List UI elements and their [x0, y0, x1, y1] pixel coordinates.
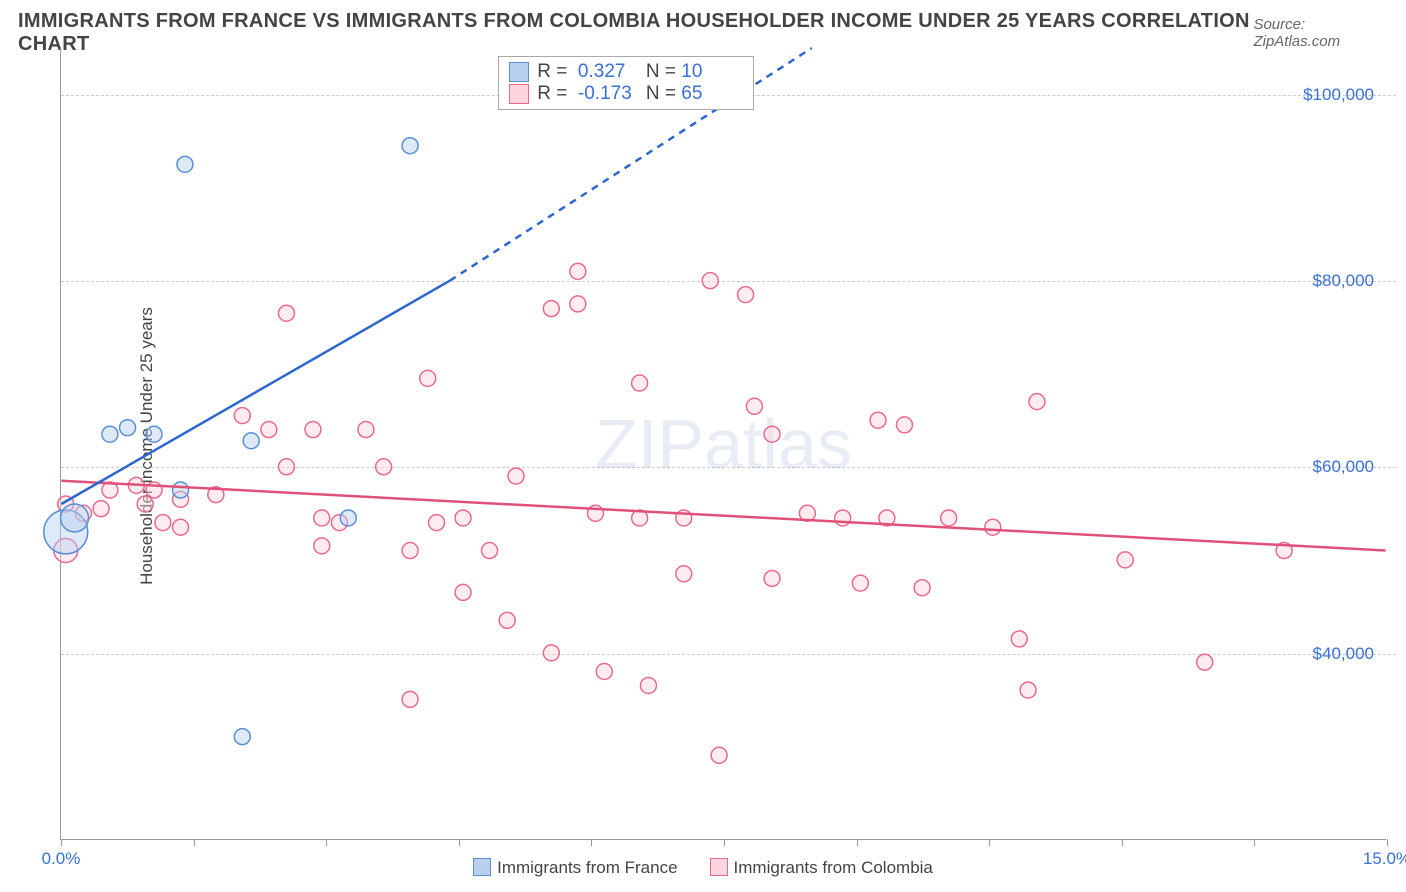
data-point	[738, 287, 754, 303]
trend-line	[61, 281, 449, 504]
data-point	[1197, 654, 1213, 670]
data-point	[340, 510, 356, 526]
data-point	[420, 370, 436, 386]
data-point	[93, 501, 109, 517]
data-point	[499, 612, 515, 628]
data-point	[120, 420, 136, 436]
data-point	[402, 543, 418, 559]
data-point	[508, 468, 524, 484]
legend-item: Immigrants from France	[473, 858, 677, 878]
x-tick	[724, 839, 725, 846]
data-point	[376, 459, 392, 475]
data-point	[640, 677, 656, 693]
x-tick	[591, 839, 592, 846]
data-point	[455, 584, 471, 600]
data-point	[914, 580, 930, 596]
correlation-legend: R = 0.327 N = 10 R = -0.173 N = 65	[498, 56, 754, 110]
data-point	[941, 510, 957, 526]
x-tick	[989, 839, 990, 846]
x-tick	[1122, 839, 1123, 846]
chart-plot-area: $40,000$60,000$80,000$100,000 ZIPatlas R…	[60, 48, 1386, 840]
legend: Immigrants from France Immigrants from Co…	[0, 858, 1406, 878]
trend-line	[61, 481, 1385, 551]
data-point	[632, 375, 648, 391]
data-point	[1020, 682, 1036, 698]
data-point	[596, 664, 612, 680]
data-point	[676, 566, 692, 582]
data-point	[570, 263, 586, 279]
x-tick	[326, 839, 327, 846]
data-point	[1011, 631, 1027, 647]
data-point	[314, 538, 330, 554]
data-point	[314, 510, 330, 526]
data-point	[358, 422, 374, 438]
data-point	[146, 426, 162, 442]
data-point	[746, 398, 762, 414]
data-point	[897, 417, 913, 433]
source-label: Source: ZipAtlas.com	[1253, 16, 1388, 50]
data-point	[429, 515, 445, 531]
data-point	[278, 305, 294, 321]
x-tick	[1387, 839, 1388, 846]
data-point	[985, 519, 1001, 535]
data-point	[1117, 552, 1133, 568]
data-point	[1029, 394, 1045, 410]
x-tick	[1254, 839, 1255, 846]
data-point	[570, 296, 586, 312]
data-point	[234, 729, 250, 745]
data-point	[482, 543, 498, 559]
legend-item: Immigrants from Colombia	[710, 858, 933, 878]
data-point	[137, 496, 153, 512]
data-point	[234, 408, 250, 424]
data-point	[402, 138, 418, 154]
data-point	[305, 422, 321, 438]
data-point	[278, 459, 294, 475]
data-point	[711, 747, 727, 763]
data-point	[102, 426, 118, 442]
data-point	[702, 273, 718, 289]
data-point	[173, 482, 189, 498]
data-point	[764, 426, 780, 442]
data-point	[543, 645, 559, 661]
data-point	[243, 433, 259, 449]
data-point	[852, 575, 868, 591]
x-tick	[61, 839, 62, 846]
data-point	[61, 504, 89, 532]
data-point	[177, 156, 193, 172]
data-point	[261, 422, 277, 438]
x-tick	[459, 839, 460, 846]
corr-legend-row: R = 0.327 N = 10	[509, 61, 741, 83]
corr-legend-row: R = -0.173 N = 65	[509, 83, 741, 105]
scatter-svg	[61, 48, 1386, 839]
x-tick	[857, 839, 858, 846]
data-point	[402, 691, 418, 707]
data-point	[455, 510, 471, 526]
data-point	[173, 519, 189, 535]
x-tick	[194, 839, 195, 846]
data-point	[543, 301, 559, 317]
data-point	[764, 570, 780, 586]
data-point	[835, 510, 851, 526]
data-point	[870, 412, 886, 428]
data-point	[155, 515, 171, 531]
